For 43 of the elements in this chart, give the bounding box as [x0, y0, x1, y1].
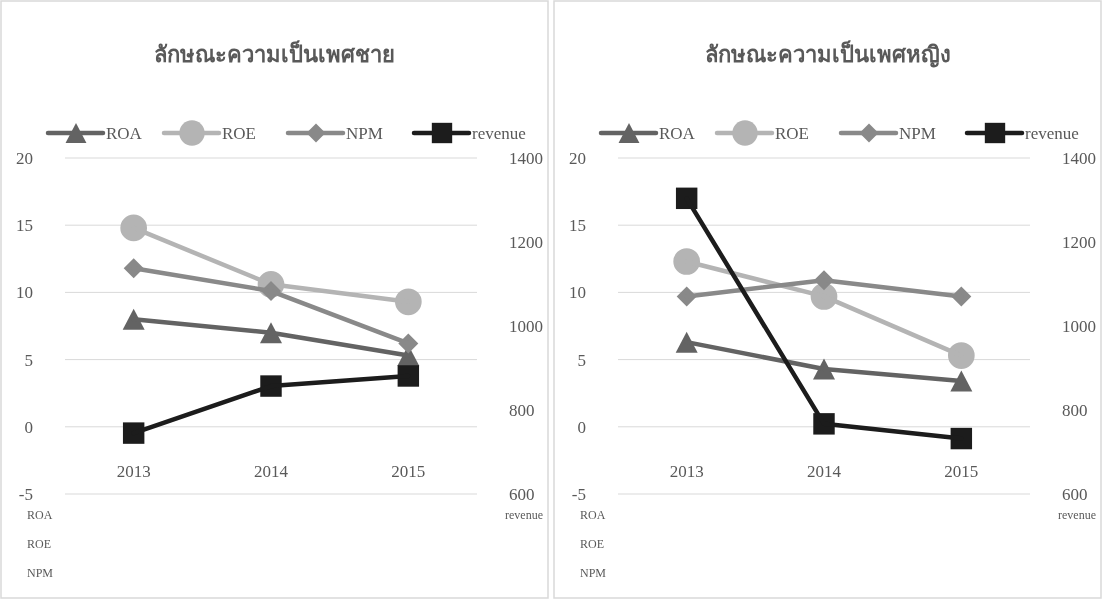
legend-label: ROA [659, 124, 696, 143]
y-tick-label: 5 [24, 350, 33, 370]
x-tick-label: 2015 [391, 461, 426, 481]
y-tick-label: 10 [569, 283, 586, 303]
legend-label: NPM [899, 124, 936, 143]
y2-tick-label: 600 [509, 485, 535, 504]
x-tick-label: 2014 [254, 461, 289, 481]
y2-tick-label: 1200 [509, 233, 543, 252]
y2-tick-label: 1000 [509, 317, 543, 336]
x-tick-label: 2015 [944, 461, 979, 481]
legend-label: revenue [472, 124, 526, 143]
y-tick-label: -5 [18, 485, 33, 504]
x-tick-label: 2013 [669, 461, 704, 481]
y2-tick-label: 1200 [1062, 233, 1096, 252]
y-tick-label: 0 [24, 417, 33, 437]
y2-tick-label: 800 [509, 401, 535, 420]
chart-title: ลักษณะความเป็นเพศหญิง [704, 40, 951, 68]
y2-tick-label: 800 [1062, 401, 1088, 420]
text: ROA ROE NPM [27, 508, 54, 580]
chart-title: ลักษณะความเป็นเพศชาย [154, 40, 395, 67]
legend-label: ROE [222, 124, 256, 143]
y2-tick-label: 1000 [1062, 317, 1096, 336]
y-tick-label: 5 [577, 350, 586, 370]
legend-label: ROA [106, 124, 143, 143]
y2-axis-title: revenue [1058, 508, 1096, 522]
legend-label: ROE [775, 124, 809, 143]
legend-label: revenue [1025, 124, 1079, 143]
y2-tick-label: 600 [1062, 485, 1088, 504]
y-tick-label: -5 [571, 485, 586, 504]
y-tick-label: 20 [16, 149, 33, 168]
y2-tick-label: 1400 [509, 149, 543, 168]
x-tick-label: 2014 [807, 461, 842, 481]
y-tick-label: 0 [577, 417, 586, 437]
y-tick-label: 20 [569, 149, 586, 168]
y2-axis-title: revenue [505, 508, 543, 522]
y-tick-label: 15 [16, 216, 33, 236]
y-tick-label: 15 [569, 216, 586, 236]
point [950, 370, 973, 392]
x-tick-label: 2013 [116, 461, 151, 481]
text: ROA ROE NPM [580, 508, 607, 580]
y-tick-label: 10 [16, 283, 33, 303]
legend-label: NPM [346, 124, 383, 143]
y2-tick-label: 1400 [1062, 149, 1096, 168]
